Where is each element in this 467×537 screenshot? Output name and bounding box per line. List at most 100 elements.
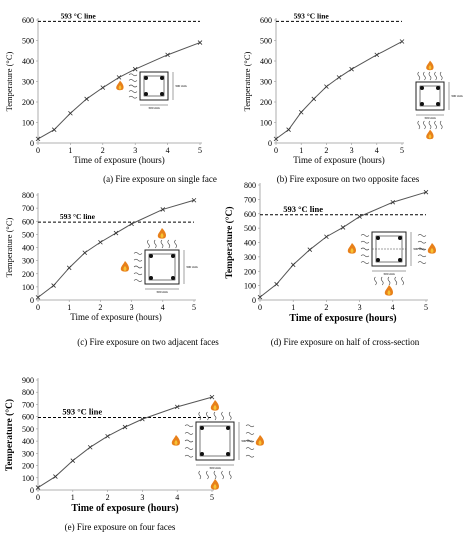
flame-core-icon: [350, 248, 354, 253]
y-tick-label: 600: [22, 16, 34, 25]
stirrup: [199, 425, 231, 457]
heat-arrow: [153, 239, 157, 249]
heat-arrow: [133, 252, 143, 255]
x-tick-label: 1: [68, 146, 72, 155]
heat-arrow: [380, 276, 384, 286]
data-point: [340, 225, 346, 230]
flame-core-icon: [258, 440, 262, 445]
x-axis-label: Time of exposure (hours): [73, 155, 164, 165]
heat-arrow: [128, 73, 138, 77]
x-tick-label: 5: [198, 146, 202, 155]
data-point: [84, 96, 89, 102]
y-tick-label: 600: [22, 217, 34, 226]
y-axis-label: Temperature (°C): [4, 399, 15, 471]
y-tick-label: 900: [22, 376, 34, 385]
y-tick-label: 400: [22, 244, 34, 253]
data-point: [298, 109, 304, 115]
data-point: [87, 444, 93, 450]
heat-arrow: [394, 276, 398, 286]
y-tick-label: 500: [260, 37, 272, 46]
y-tick-label: 400: [22, 437, 34, 446]
data-point: [197, 40, 203, 45]
x-tick-label: 1: [299, 146, 303, 155]
y-tick-label: 800: [244, 181, 256, 190]
data-point: [374, 52, 380, 58]
heat-arrow: [133, 272, 143, 276]
y-tick-label: 100: [244, 282, 256, 291]
y-tick-label: 600: [260, 16, 272, 25]
data-point: [51, 283, 56, 288]
data-point: [132, 66, 138, 72]
heat-arrow: [360, 240, 370, 244]
data-point: [105, 433, 110, 439]
x-tick-label: 1: [67, 303, 71, 312]
x-tick-label: 2: [106, 493, 110, 502]
data-point: [423, 189, 429, 195]
data-point: [273, 136, 279, 142]
heat-arrow: [228, 411, 232, 421]
data-point: [399, 39, 405, 44]
heat-arrow: [128, 95, 138, 99]
heat-arrow: [417, 261, 427, 264]
data-point: [35, 136, 41, 142]
heat-arrow: [417, 71, 421, 81]
heat-arrow: [439, 71, 443, 81]
flame-core-icon: [428, 134, 432, 139]
x-axis-label: Time of exposure (hours): [289, 313, 396, 324]
y-axis-label: Temperature (°C): [4, 51, 14, 111]
cross-section-diagram: 300 mm 300 mm: [171, 400, 264, 490]
y-tick-label: 100: [22, 283, 34, 292]
data-point: [116, 75, 122, 80]
data-point: [324, 84, 329, 89]
x-tick-label: 3: [140, 493, 144, 502]
y-tick-label: 100: [22, 474, 34, 483]
rebar: [420, 86, 424, 90]
x-tick-label: 2: [324, 303, 328, 312]
dimension-label-height: 300 mm: [413, 247, 425, 251]
dimension-label-height: 300 mm: [241, 439, 253, 443]
data-point: [35, 295, 41, 300]
rebar: [420, 102, 424, 106]
flame-core-icon: [387, 290, 391, 295]
x-tick-label: 5: [400, 146, 404, 155]
heat-arrow: [360, 234, 370, 237]
heat-arrow: [221, 470, 224, 480]
data-point: [122, 424, 128, 430]
heat-arrow: [417, 120, 421, 130]
heat-arrow: [133, 258, 143, 262]
heat-arrow: [423, 120, 426, 130]
x-axis-label: Time of exposure (hours): [70, 312, 161, 322]
rebar: [376, 258, 380, 262]
heat-arrow: [374, 276, 377, 286]
y-tick-label: 200: [260, 98, 272, 107]
x-tick-label: 0: [258, 303, 262, 312]
chart-panel-a: 0 100 200 300 400 500 600 0 1 2 3 4 5 Time of exposur…: [4, 11, 217, 184]
reference-line-label: 593 °C line: [62, 407, 102, 417]
data-point: [53, 474, 58, 479]
rebar: [200, 452, 204, 456]
rebar: [144, 92, 148, 96]
data-point: [274, 281, 279, 287]
rebar: [200, 426, 204, 430]
reference-line-label: 593 °C line: [294, 11, 330, 20]
cross-section-diagram: 300 mm 300 mm: [347, 231, 436, 296]
heat-arrow: [245, 454, 255, 458]
heat-arrow: [213, 411, 217, 421]
heat-arrow: [213, 470, 217, 480]
rebar: [144, 76, 148, 80]
data-point: [129, 221, 134, 227]
cross-section-diagram: 300 mm 300 mm: [120, 228, 198, 294]
heat-arrow: [428, 120, 432, 130]
rebar: [149, 276, 153, 280]
flame-core-icon: [123, 266, 127, 271]
heat-arrow: [417, 240, 427, 244]
chart-panel-e: 0 100 200 300 400 500 600 700 800 900 0 1 2 3 4 5 Time o…: [4, 376, 264, 532]
rebar: [398, 258, 402, 262]
rebar: [149, 254, 153, 258]
x-tick-label: 3: [130, 303, 134, 312]
heat-arrow: [387, 276, 391, 286]
x-tick-label: 4: [166, 146, 170, 155]
x-tick-label: 5: [192, 303, 196, 312]
flame-core-icon: [430, 248, 434, 253]
y-tick-label: 700: [22, 400, 34, 409]
